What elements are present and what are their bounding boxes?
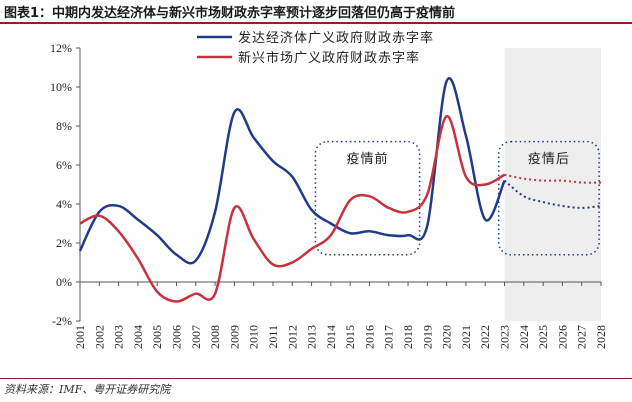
- title-divider: [0, 22, 632, 24]
- x-tick-label: 2008: [208, 325, 222, 349]
- x-tick-label: 2006: [169, 325, 183, 349]
- x-tick-label: 2007: [189, 325, 203, 349]
- x-tick-label: 2022: [478, 325, 492, 349]
- series-line-emerging-actual: [79, 114, 506, 303]
- series-line-advanced-forecast: [503, 179, 602, 209]
- x-tick-label: 2001: [73, 325, 87, 349]
- y-tick-label: 10%: [50, 80, 72, 94]
- series-line-advanced-actual: [78, 77, 506, 265]
- x-tick-label: 2019: [420, 325, 434, 349]
- x-tick-label: 2012: [285, 325, 299, 349]
- x-tick-label: 2003: [112, 325, 126, 349]
- post-pandemic-label: 疫情后: [528, 151, 570, 167]
- y-tick-label: 6%: [56, 158, 72, 172]
- x-tick-label: 2016: [362, 325, 376, 349]
- source-divider: [0, 378, 632, 379]
- x-tick-label: 2018: [401, 325, 415, 349]
- x-tick-label: 2014: [324, 325, 338, 349]
- y-tick-label: 0%: [56, 275, 72, 289]
- x-tick-label: 2017: [382, 325, 396, 349]
- x-tick-label: 2002: [92, 325, 106, 349]
- x-tick-label: 2020: [440, 325, 454, 349]
- legend-label-advanced: 发达经济体广义政府财政赤字率: [238, 30, 434, 46]
- y-tick-label: 4%: [56, 197, 72, 211]
- x-tick-label: 2005: [150, 325, 164, 349]
- x-tick-label: 2023: [498, 325, 512, 349]
- x-tick-label: 2015: [343, 325, 357, 349]
- chart-title: 图表1：中期内发达经济体与新兴市场财政赤字率预计逐步回落但仍高于疫情前: [4, 6, 456, 21]
- y-tick-label: 8%: [56, 119, 72, 133]
- x-tick-label: 2025: [536, 325, 550, 349]
- x-tick-label: 2021: [459, 325, 473, 349]
- forecast-shade: [504, 48, 601, 321]
- x-tick-label: 2027: [575, 325, 589, 349]
- pre-pandemic-label: 疫情前: [347, 151, 389, 167]
- x-tick-label: 2011: [266, 325, 280, 349]
- y-tick-label: -2%: [52, 314, 72, 328]
- x-tick-label: 2028: [594, 325, 608, 349]
- y-tick-label: 2%: [56, 236, 72, 250]
- source-note: 资料来源：IMF、粤开证券研究院: [4, 383, 171, 396]
- x-tick-label: 2026: [555, 325, 569, 349]
- legend-label-emerging: 新兴市场广义政府财政赤字率: [238, 50, 420, 66]
- x-tick-label: 2024: [517, 325, 531, 349]
- x-tick-label: 2009: [227, 325, 241, 349]
- x-tick-label: 2013: [305, 325, 319, 349]
- x-tick-label: 2004: [131, 325, 145, 349]
- x-tick-label: 2010: [247, 325, 261, 349]
- y-tick-label: 12%: [50, 41, 72, 55]
